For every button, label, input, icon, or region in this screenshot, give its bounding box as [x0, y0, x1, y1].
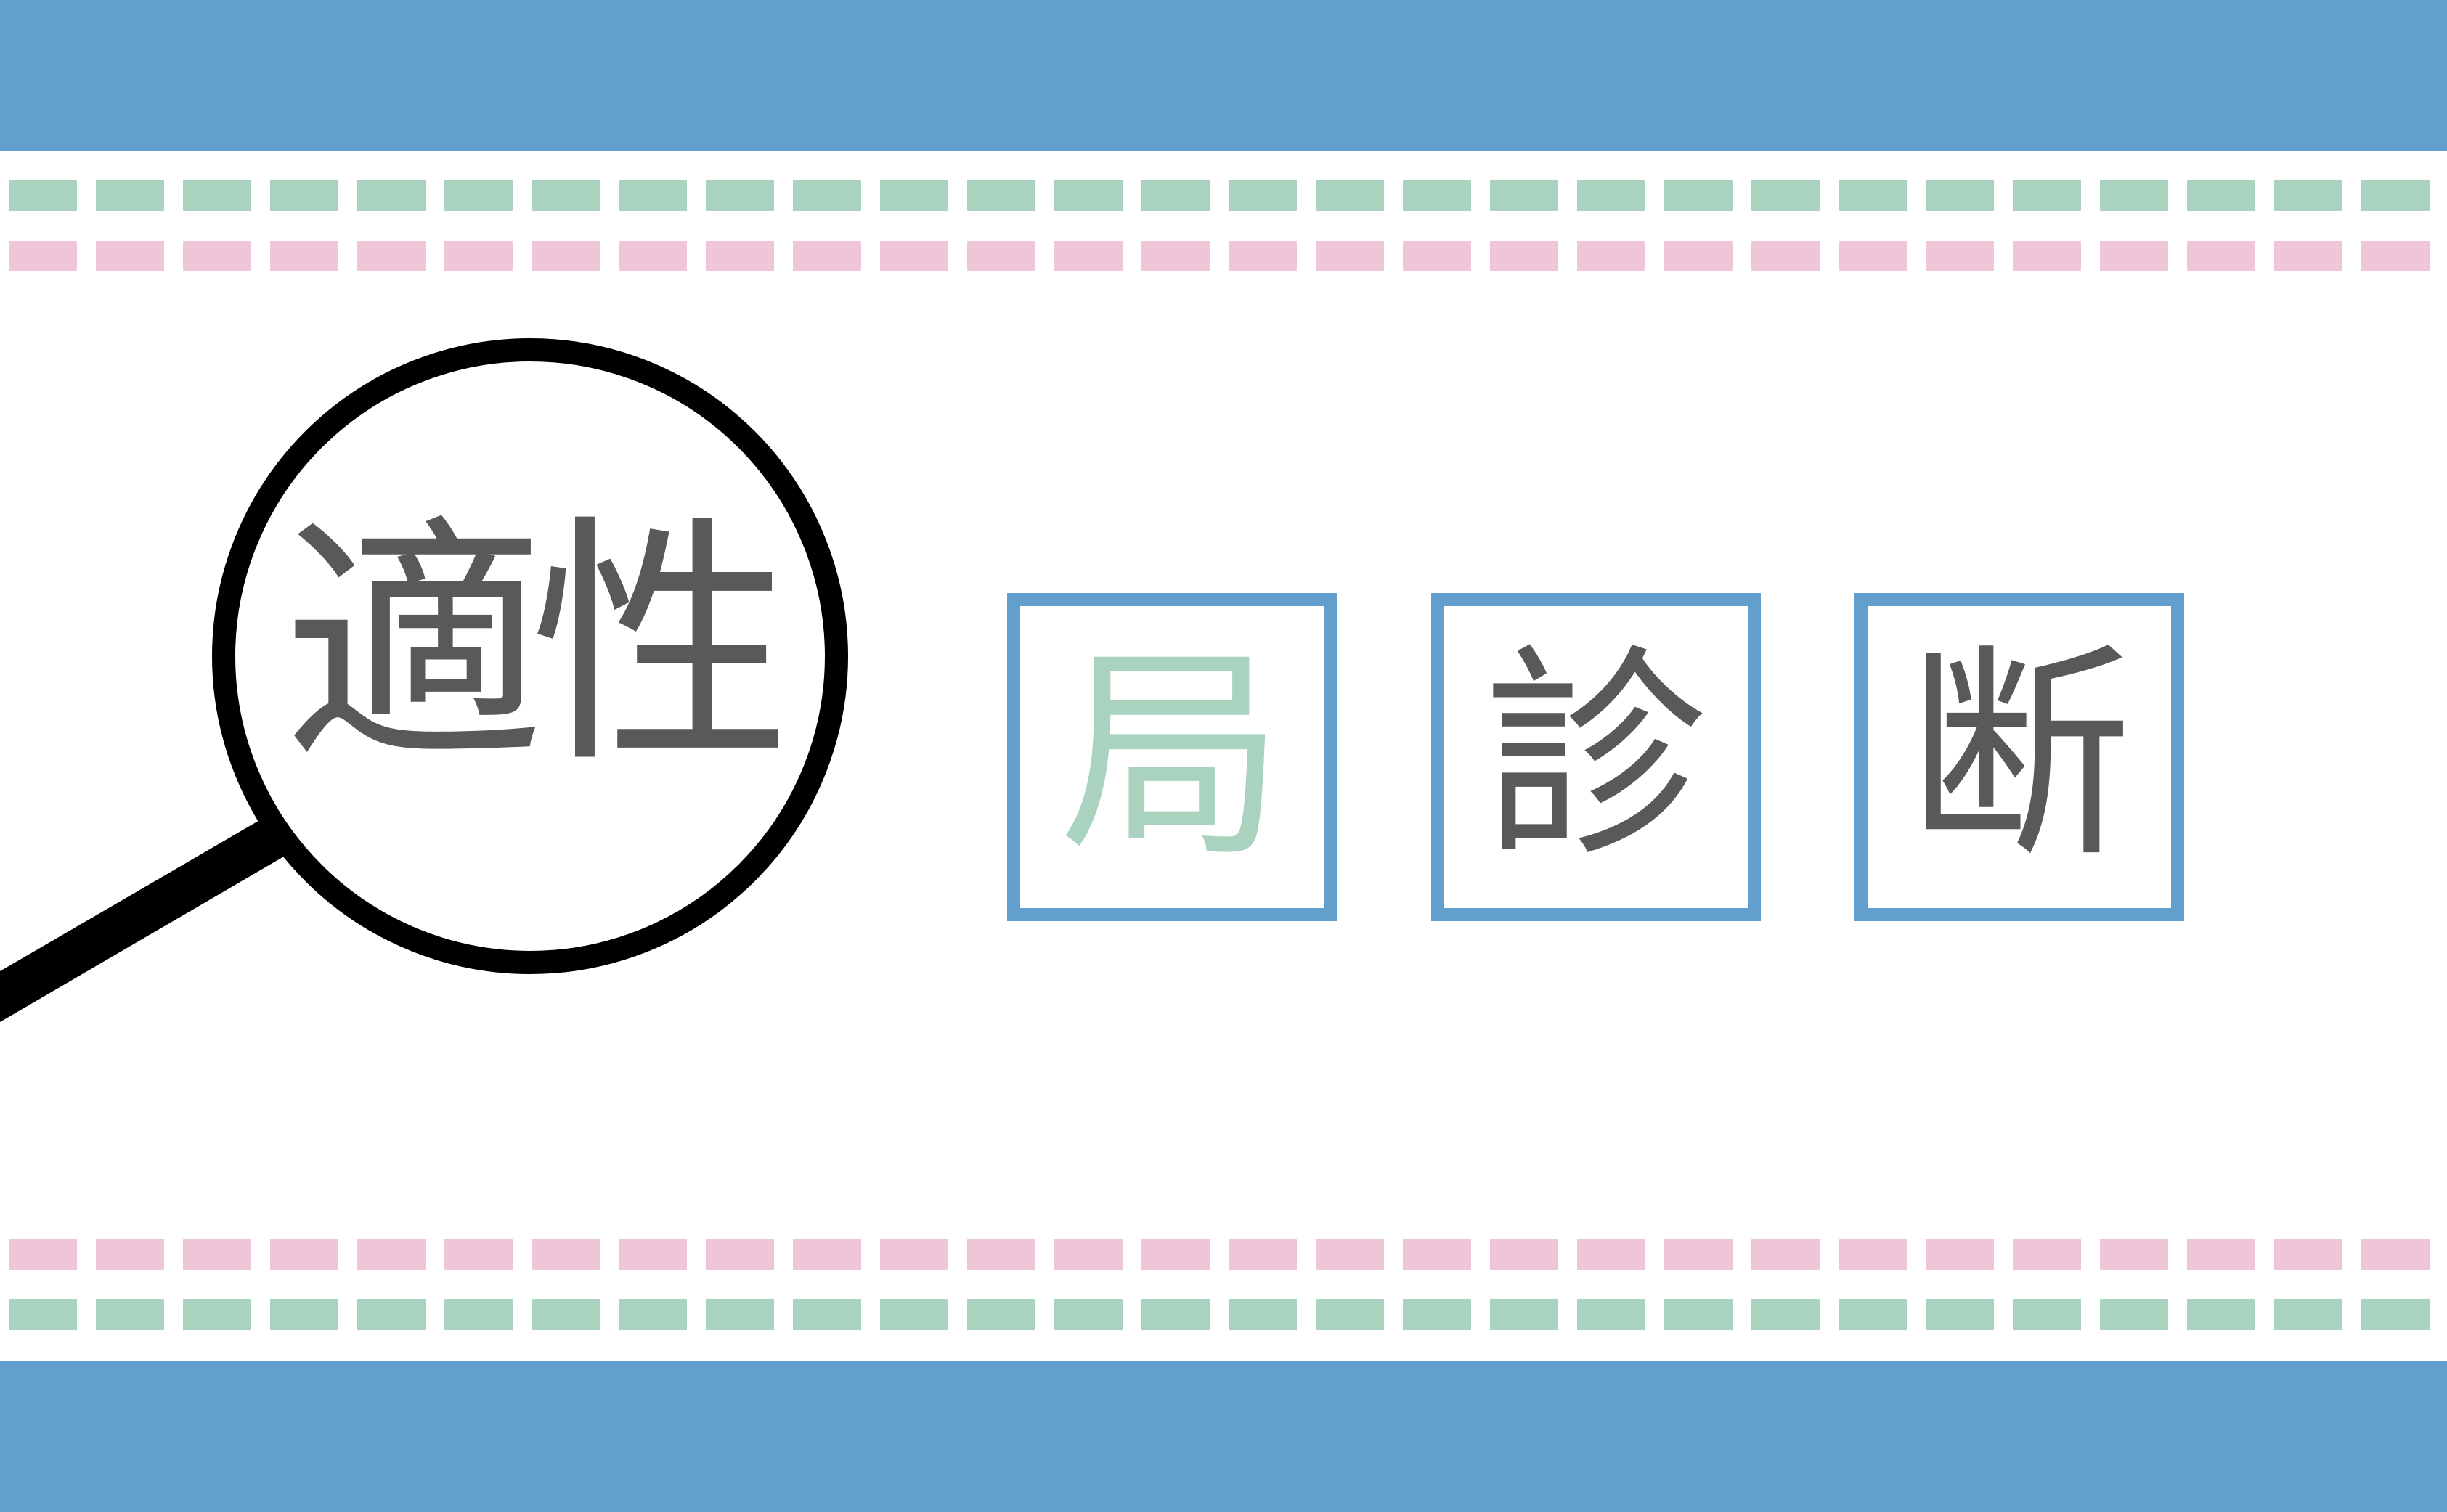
magnifier-handle — [0, 812, 296, 1022]
dashed-line-pink-bottom — [9, 1239, 2438, 1270]
char-box-1-label: 局 — [1059, 626, 1284, 888]
magnifying-glass-icon — [0, 338, 848, 1022]
dashed-line-pink-top — [9, 241, 2438, 271]
char-box-3-label: 断 — [1907, 626, 2132, 888]
bottom-blue-band — [0, 1361, 2447, 1512]
top-blue-band — [0, 0, 2447, 151]
dashed-line-green-bottom — [9, 1299, 2438, 1330]
magnifier-lens-ring — [212, 338, 848, 974]
dashed-line-green-top — [9, 180, 2438, 211]
char-box-2-label: 診 — [1483, 626, 1709, 888]
char-box-1: 局 — [1007, 593, 1337, 921]
magnified-text: 適性 — [283, 494, 791, 798]
char-box-2: 診 — [1431, 593, 1761, 921]
char-box-3: 断 — [1854, 593, 2184, 921]
